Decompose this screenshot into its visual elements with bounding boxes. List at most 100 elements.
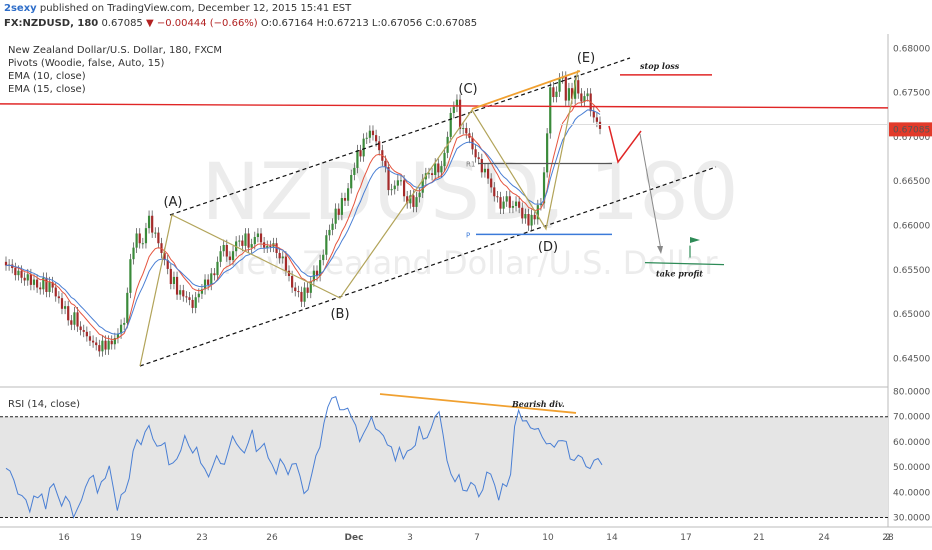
wave-label: (A) — [163, 195, 182, 210]
candle-body — [586, 93, 589, 97]
rsi-tick-label: 40.0000 — [893, 488, 930, 498]
header-bar: 2sexy published on TradingView.com, Dece… — [0, 0, 932, 35]
candle-body — [555, 91, 558, 98]
candle-body — [256, 233, 260, 238]
candle-body — [238, 240, 241, 242]
candle-body — [98, 345, 101, 352]
candle-body — [368, 130, 371, 138]
candle-body — [259, 233, 263, 243]
time-tick-label: 26 — [266, 533, 278, 543]
legend-pivots[interactable]: Pivots (Woodie, false, Auto, 15) — [8, 58, 165, 69]
candle-body — [101, 340, 104, 352]
candle-body — [210, 273, 213, 285]
rsi-tick-label: 50.0000 — [893, 463, 930, 473]
candle-body — [228, 256, 232, 261]
candle-body — [319, 260, 322, 277]
candle-body — [347, 188, 350, 201]
candle-body — [493, 187, 496, 197]
candle-body — [406, 196, 409, 204]
candle-body — [334, 208, 337, 224]
candle-body — [521, 207, 524, 219]
candle-body — [471, 137, 474, 150]
stop-loss-label: stop loss — [640, 61, 680, 71]
ema15-line — [5, 109, 601, 335]
candle-body — [396, 180, 399, 186]
rsi-tick-label: 30.0000 — [893, 513, 930, 523]
candle-body — [390, 189, 393, 191]
candle-body — [455, 99, 459, 107]
wave-label: (E) — [577, 51, 595, 66]
candle-body — [135, 233, 138, 248]
candle-body — [337, 208, 340, 215]
channel-lower-line[interactable] — [139, 166, 717, 367]
candle-body — [353, 167, 356, 175]
time-tick-label: 19 — [130, 533, 142, 543]
candle-body — [452, 106, 455, 113]
candle-body — [577, 80, 580, 94]
candle-body — [399, 180, 403, 182]
candle-body — [549, 87, 552, 134]
candle-body — [552, 87, 555, 98]
candle-body — [546, 133, 549, 173]
symbol-label: FX:NZDUSD, 180 — [4, 18, 99, 29]
candle-body — [322, 254, 325, 261]
candle-body — [574, 80, 577, 99]
candle-body — [315, 270, 319, 277]
candle-body — [356, 150, 359, 168]
wave-label: (C) — [458, 82, 477, 97]
resistance-line[interactable] — [0, 103, 889, 109]
take-profit-line — [644, 261, 725, 266]
candle-body — [474, 149, 477, 158]
candle-body — [477, 157, 480, 160]
candle-body — [88, 336, 92, 341]
author-link[interactable]: 2sexy — [4, 3, 37, 14]
candle-body — [154, 232, 157, 234]
candle-body — [160, 243, 163, 253]
candle-body — [490, 178, 493, 188]
publish-info: 2sexy published on TradingView.com, Dece… — [4, 3, 351, 14]
candle-body — [85, 331, 88, 337]
projection-path — [608, 125, 642, 164]
legend-rsi[interactable]: RSI (14, close) — [8, 399, 81, 410]
time-tick-label: 2 — [885, 533, 891, 543]
candle-body — [67, 306, 70, 321]
candle-body — [291, 276, 294, 288]
candle-body — [480, 159, 483, 173]
time-tick-label: 10 — [542, 533, 554, 543]
candle-body — [126, 292, 129, 323]
candle-body — [371, 130, 375, 136]
candle-body — [219, 251, 222, 262]
price-tick-label: 0.64500 — [893, 354, 930, 364]
bearish-divergence-line — [379, 393, 577, 414]
price-tick-label: 0.66000 — [893, 222, 930, 232]
candle-body — [306, 287, 309, 293]
candle-body — [443, 152, 446, 167]
candle-body — [496, 196, 499, 198]
candle-body — [514, 201, 518, 207]
candle-body — [20, 270, 23, 278]
candle-body — [430, 173, 434, 175]
price-chart[interactable]: NZDUSD, 180 New Zealand Dollar/U.S. Dolla… — [0, 34, 932, 550]
legend-ema10[interactable]: EMA (10, close) — [8, 71, 86, 82]
candle-body — [17, 270, 20, 276]
symbol-quote: FX:NZDUSD, 180 0.67085 ▼ −0.00444 (−0.66… — [4, 18, 477, 29]
wave-label: (B) — [330, 307, 349, 322]
candle-body — [465, 128, 468, 134]
candle-body — [309, 281, 312, 293]
wave-path — [139, 69, 579, 367]
candle-body — [458, 99, 462, 129]
legend-ema15[interactable]: EMA (15, close) — [8, 84, 86, 95]
candle-body — [144, 228, 148, 244]
candle-body — [129, 259, 132, 293]
candle-body — [374, 135, 378, 142]
candle-body — [29, 274, 32, 285]
candle-body — [4, 261, 8, 266]
candle-body — [82, 330, 85, 332]
time-tick-label: Dec — [345, 533, 364, 543]
candle-body — [157, 232, 160, 244]
candle-body — [39, 287, 42, 290]
price-change: ▼ −0.00444 (−0.66%) — [145, 18, 258, 29]
candle-body — [253, 237, 256, 245]
candle-body — [524, 213, 527, 219]
candle-body — [350, 175, 353, 189]
